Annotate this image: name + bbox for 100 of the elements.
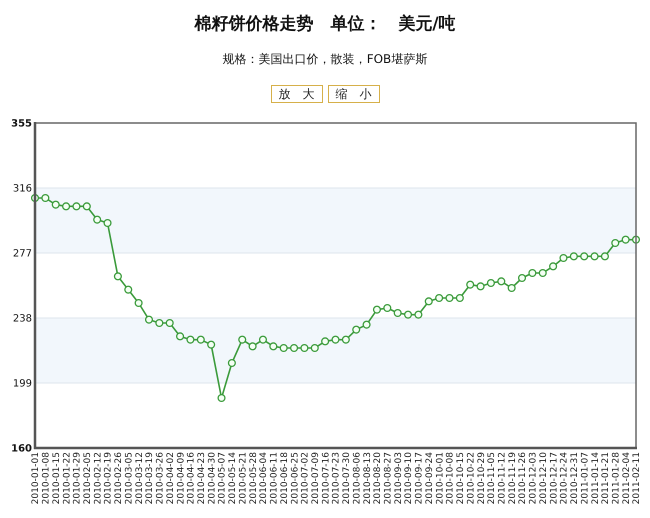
x-tick-label: 2010-12-17 bbox=[549, 452, 560, 504]
point bbox=[456, 294, 464, 302]
x-tick-label: 2010-11-19 bbox=[508, 452, 518, 504]
point bbox=[41, 194, 50, 202]
x-tick-label: 2010-01-29 bbox=[72, 452, 83, 504]
y-tick-label: 355 bbox=[11, 118, 32, 130]
x-tick-label: 2010-05-21 bbox=[238, 452, 248, 504]
x-tick-label: 2010-09-10 bbox=[404, 452, 414, 504]
point bbox=[549, 262, 558, 270]
x-tick-label: 2010-05-14 bbox=[228, 452, 238, 504]
y-tick-label: 316 bbox=[12, 184, 32, 194]
y-tick-label: 238 bbox=[12, 314, 32, 324]
x-tick-label: 2010-01-22 bbox=[62, 452, 72, 504]
x-tick-label: 2010-07-30 bbox=[342, 452, 352, 504]
x-tick-label: 2010-08-27 bbox=[384, 452, 394, 504]
y-tick-label: 277 bbox=[12, 248, 32, 260]
x-tick-label: 2010-03-05 bbox=[124, 452, 134, 504]
point bbox=[300, 344, 308, 352]
point bbox=[124, 286, 132, 294]
point bbox=[269, 342, 278, 350]
point bbox=[321, 337, 330, 346]
point bbox=[372, 306, 381, 314]
point bbox=[486, 278, 495, 288]
x-tick-label: 2010-10-15 bbox=[456, 452, 466, 504]
point bbox=[155, 318, 164, 328]
point bbox=[331, 336, 340, 344]
x-tick-label: 2011-02-04 bbox=[622, 452, 632, 504]
x-tick-label: 2011-02-11 bbox=[632, 452, 642, 504]
x-tick-label: 2010-03-19 bbox=[145, 452, 156, 504]
point bbox=[217, 394, 226, 402]
y-tick-label: 199 bbox=[12, 378, 32, 390]
x-tick-label: 2010-09-03 bbox=[394, 452, 404, 504]
point bbox=[424, 297, 433, 306]
point bbox=[528, 268, 536, 278]
x-tick-label: 2010-08-13 bbox=[362, 452, 373, 504]
x-tick-label: 2010-12-31 bbox=[570, 452, 580, 504]
point bbox=[590, 252, 599, 260]
point bbox=[93, 216, 102, 224]
point bbox=[62, 202, 70, 210]
point bbox=[342, 336, 350, 344]
point bbox=[82, 202, 91, 210]
point bbox=[248, 342, 257, 350]
point bbox=[404, 310, 412, 319]
point bbox=[466, 280, 474, 289]
point bbox=[52, 200, 60, 209]
x-tick-label: 2010-02-12 bbox=[93, 452, 104, 504]
x-tick-label: 2011-01-07 bbox=[580, 452, 590, 504]
x-tick-label: 2010-12-10 bbox=[538, 452, 549, 504]
x-tick-label: 2010-09-17 bbox=[414, 452, 425, 504]
point bbox=[414, 310, 422, 319]
x-tick-label: 2010-10-08 bbox=[446, 452, 456, 504]
x-tick-label: 2010-09-24 bbox=[424, 452, 435, 504]
x-tick-label: 2010-04-23 bbox=[196, 452, 207, 504]
text: 放 大 bbox=[270, 85, 322, 103]
point bbox=[352, 326, 360, 334]
x-tick-label: 2010-03-26 bbox=[156, 452, 166, 504]
point bbox=[103, 218, 112, 228]
point bbox=[196, 336, 205, 344]
x-tick-label: 2010-07-23 bbox=[332, 452, 342, 504]
x-tick-label: 2010-02-26 bbox=[114, 452, 124, 504]
x-tick-label: 2010-12-24 bbox=[560, 452, 570, 504]
x-tick-label: 2010-05-28 bbox=[248, 452, 259, 504]
point bbox=[538, 268, 547, 278]
point bbox=[508, 284, 516, 292]
point bbox=[114, 272, 122, 280]
x-tick-label: 2010-01-08 bbox=[42, 452, 52, 504]
point bbox=[497, 277, 506, 286]
x-tick-label: 2010-11-26 bbox=[518, 452, 528, 504]
x-tick-label: 2010-10-29 bbox=[476, 452, 487, 504]
point bbox=[166, 318, 174, 328]
point bbox=[559, 254, 568, 262]
x-tick-label: 2010-11-12 bbox=[497, 452, 508, 504]
point bbox=[622, 236, 630, 244]
point bbox=[476, 282, 485, 290]
x-tick-label: 2010-07-02 bbox=[300, 452, 311, 504]
x-tick-label: 2010-04-09 bbox=[176, 452, 186, 504]
x-tick-label: 2010-02-05 bbox=[83, 452, 94, 504]
x-tick-label: 2011-01-14 bbox=[590, 452, 601, 504]
x-tick-label: 2011-01-28 bbox=[611, 452, 622, 504]
x-tick-label: 2010-01-15 bbox=[52, 452, 62, 504]
text: 缩 小 bbox=[328, 85, 380, 103]
point bbox=[580, 252, 588, 260]
x-tick-label: 2010-06-11 bbox=[270, 452, 280, 504]
x-tick-label: 2010-08-20 bbox=[373, 452, 384, 504]
point bbox=[611, 238, 620, 248]
x-tick-label: 2010-01-01 bbox=[31, 452, 42, 504]
point bbox=[238, 336, 246, 344]
x-tick-label: 2010-10-01 bbox=[435, 452, 446, 504]
point bbox=[280, 344, 288, 352]
point bbox=[518, 274, 526, 282]
point bbox=[394, 308, 402, 318]
point bbox=[176, 332, 184, 340]
chart-subtitle: 规格：美国出口价，散装，FOB堪萨斯 bbox=[222, 52, 428, 66]
x-tick-label: 2010-10-22 bbox=[466, 452, 476, 504]
point bbox=[134, 298, 143, 308]
point bbox=[383, 304, 392, 312]
point bbox=[435, 294, 444, 302]
x-tick-label: 2011-01-21 bbox=[601, 452, 612, 504]
x-tick-label: 2010-02-19 bbox=[104, 452, 114, 504]
y-tick-label: 160 bbox=[11, 444, 32, 454]
